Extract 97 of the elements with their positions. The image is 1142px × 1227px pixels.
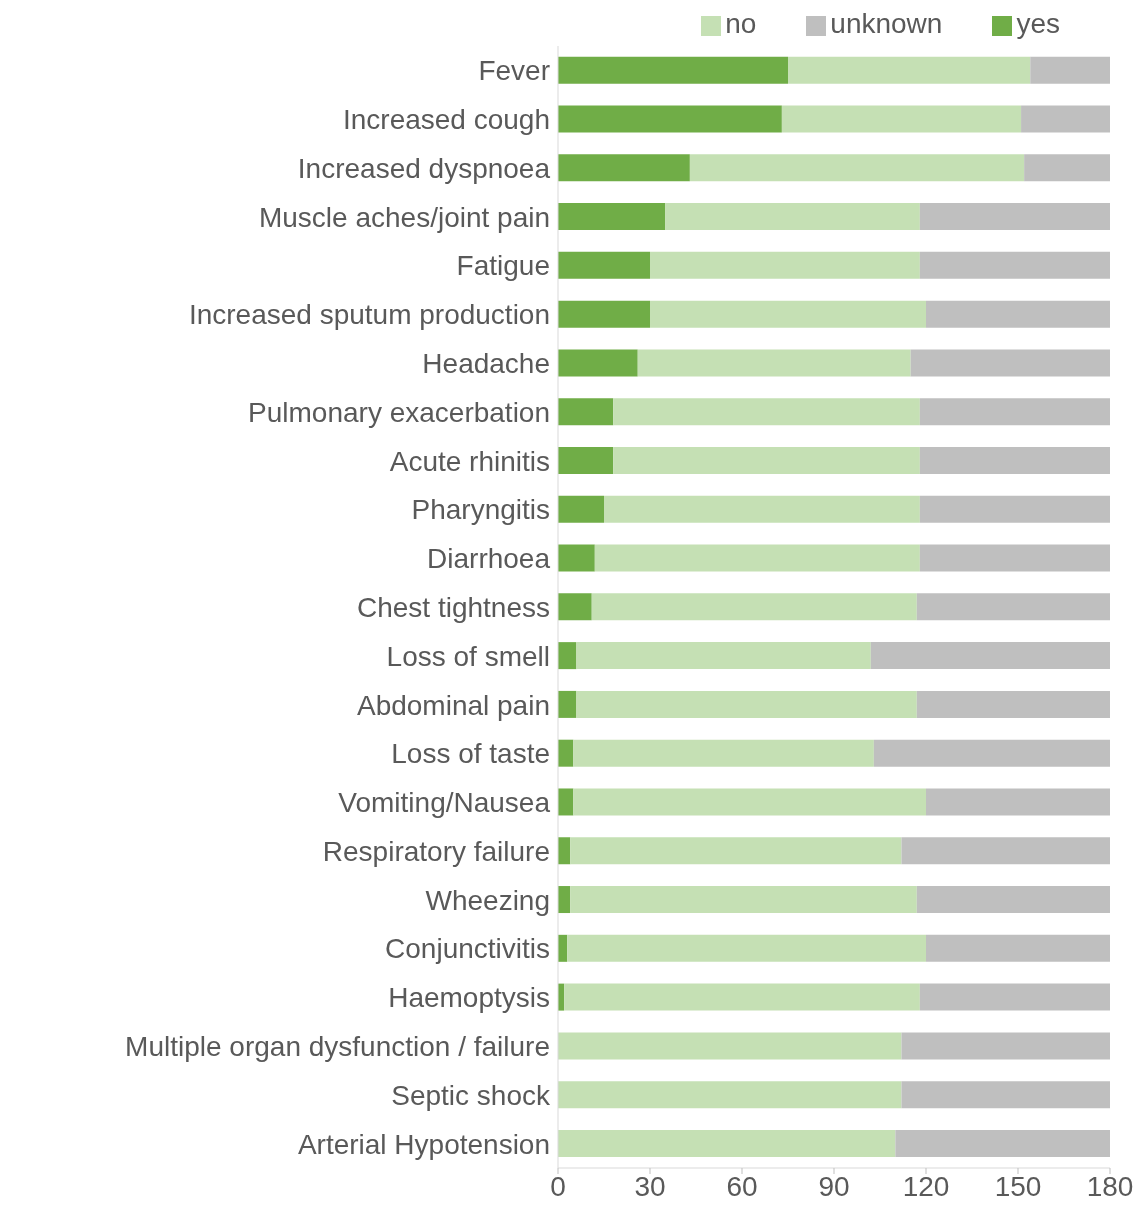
bar — [604, 495, 920, 523]
bar — [591, 593, 917, 621]
bar — [1021, 105, 1110, 133]
bar — [916, 593, 1110, 621]
bar — [919, 446, 1110, 474]
bar — [558, 1081, 902, 1109]
legend-label: yes — [1016, 8, 1060, 39]
bar — [665, 203, 920, 231]
x-tick-label: 60 — [726, 1170, 758, 1202]
bar — [919, 544, 1110, 572]
bar — [576, 690, 917, 718]
bar — [558, 837, 571, 865]
bar — [576, 642, 871, 670]
bar — [558, 56, 788, 84]
bar — [901, 837, 1110, 865]
bar — [558, 446, 614, 474]
x-tick-label: 30 — [634, 1170, 666, 1202]
y-tick-label: Headache — [422, 348, 550, 380]
bar — [637, 349, 911, 377]
bar — [558, 251, 650, 279]
bar — [926, 788, 1110, 816]
bar — [1030, 56, 1110, 84]
bar — [919, 203, 1110, 231]
bar — [558, 349, 638, 377]
y-tick-label: Wheezing — [425, 884, 550, 916]
y-tick-label: Conjunctivitis — [385, 933, 550, 965]
x-tick-label: 150 — [994, 1170, 1042, 1202]
bar — [919, 983, 1110, 1011]
y-tick-label: Vomiting/Nausea — [338, 787, 551, 819]
y-tick-label: Respiratory failure — [322, 835, 550, 867]
bar — [926, 300, 1110, 328]
bar — [558, 203, 666, 231]
y-tick-label: Fatigue — [456, 250, 550, 282]
x-tick-label: 180 — [1086, 1170, 1134, 1202]
bar — [558, 642, 577, 670]
bar — [558, 105, 782, 133]
bar — [910, 349, 1110, 377]
y-tick-label: Increased sputum production — [188, 299, 550, 331]
bar — [613, 398, 920, 426]
bar — [919, 495, 1110, 523]
bar — [558, 1129, 896, 1157]
legend-label: no — [725, 8, 757, 39]
bar — [926, 934, 1110, 962]
y-tick-label: Abdominal pain — [356, 689, 550, 721]
y-tick-label: Acute rhinitis — [389, 445, 550, 477]
bar — [788, 56, 1031, 84]
legend-label: unknown — [830, 8, 943, 39]
bar — [558, 398, 614, 426]
bar — [558, 154, 690, 182]
x-tick-label: 120 — [902, 1170, 950, 1202]
bar — [919, 398, 1110, 426]
x-tick-label: 90 — [818, 1170, 850, 1202]
y-tick-label: Muscle aches/joint pain — [258, 201, 550, 233]
bar — [594, 544, 920, 572]
bar — [901, 1081, 1110, 1109]
bar — [650, 251, 920, 279]
y-tick-label: Haemoptysis — [388, 982, 550, 1014]
bar — [564, 983, 920, 1011]
y-tick-label: Fever — [478, 55, 550, 87]
y-tick-label: Multiple organ dysfunction / failure — [125, 1030, 550, 1062]
y-tick-label: Arterial Hypotension — [297, 1128, 550, 1160]
y-tick-label: Increased dyspnoea — [297, 152, 551, 184]
bar — [613, 446, 920, 474]
bar — [558, 300, 650, 328]
bar — [558, 739, 574, 767]
bar — [916, 690, 1110, 718]
y-tick-label: Loss of smell — [386, 640, 550, 672]
bar — [901, 1032, 1110, 1060]
bar — [573, 788, 926, 816]
y-tick-label: Diarrhoea — [427, 543, 551, 575]
y-tick-label: Loss of taste — [391, 738, 550, 770]
bar — [870, 642, 1110, 670]
bar — [916, 886, 1110, 914]
bar — [650, 300, 926, 328]
bar — [558, 788, 574, 816]
bar — [570, 886, 917, 914]
bar — [558, 690, 577, 718]
bar — [558, 495, 604, 523]
bar — [558, 1032, 902, 1060]
y-tick-label: Pharyngitis — [411, 494, 550, 526]
bar — [567, 934, 926, 962]
bar — [558, 593, 592, 621]
y-tick-label: Septic shock — [391, 1079, 551, 1111]
y-tick-label: Increased cough — [342, 104, 550, 136]
bar — [895, 1129, 1110, 1157]
bar — [689, 154, 1025, 182]
bar — [781, 105, 1022, 133]
bar — [573, 739, 874, 767]
bar — [919, 251, 1110, 279]
bar — [570, 837, 902, 865]
x-tick-label: 0 — [550, 1170, 566, 1202]
y-tick-label: Pulmonary exacerbation — [248, 396, 550, 428]
bar — [558, 886, 571, 914]
bar — [558, 544, 595, 572]
y-tick-label: Chest tightness — [357, 591, 550, 623]
bar — [873, 739, 1110, 767]
bar — [1024, 154, 1110, 182]
